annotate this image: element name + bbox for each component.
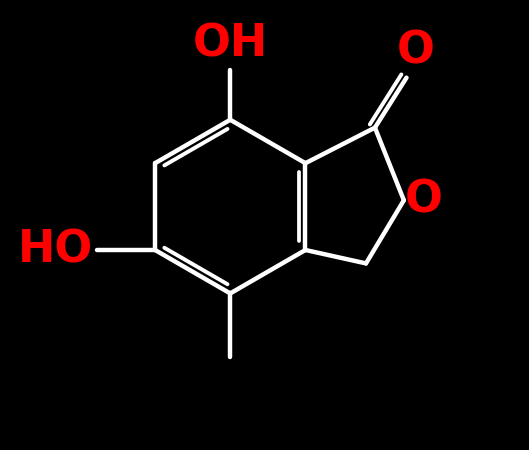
Text: O: O bbox=[405, 179, 443, 222]
Text: HO: HO bbox=[18, 229, 93, 271]
Text: OH: OH bbox=[193, 22, 268, 66]
Text: O: O bbox=[397, 29, 435, 72]
